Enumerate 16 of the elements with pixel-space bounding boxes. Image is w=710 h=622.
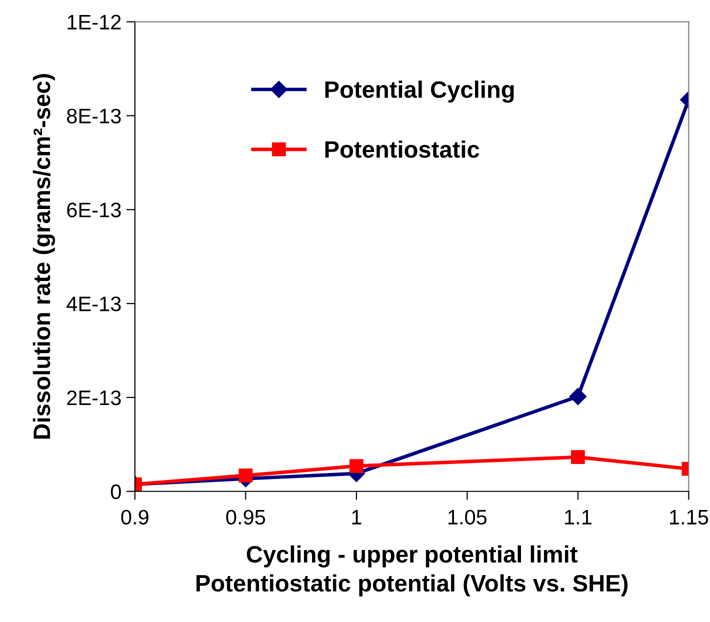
y-tick-label: 1E-12 — [68, 14, 121, 30]
legend-label: Potentiostatic — [325, 140, 480, 158]
x-axis-title: Cycling - upper potential limit Potentiostatic potential (Volts vs. SHE) — [196, 545, 628, 596]
x-tick-label: 0.9 — [121, 510, 148, 525]
x-tick-label: 1 — [352, 510, 362, 524]
y-tick-label: 8E-13 — [67, 108, 121, 124]
y-tick-label: 2E-13 — [67, 390, 121, 406]
y-tick-label: 6E-13 — [67, 202, 121, 218]
x-tick-label: 1.1 — [565, 510, 592, 524]
x-tick-label: 0.95 — [226, 510, 266, 525]
legend-label: Potential Cycling — [325, 80, 514, 103]
y-tick-label: 0 — [110, 484, 121, 500]
y-tick-label: 4E-13 — [66, 296, 121, 312]
y-axis-title: Dissolution rate (grams/cm²-sec) — [32, 74, 56, 439]
x-tick-label: 1.15 — [670, 510, 708, 525]
x-tick-label: 1.05 — [448, 510, 487, 525]
